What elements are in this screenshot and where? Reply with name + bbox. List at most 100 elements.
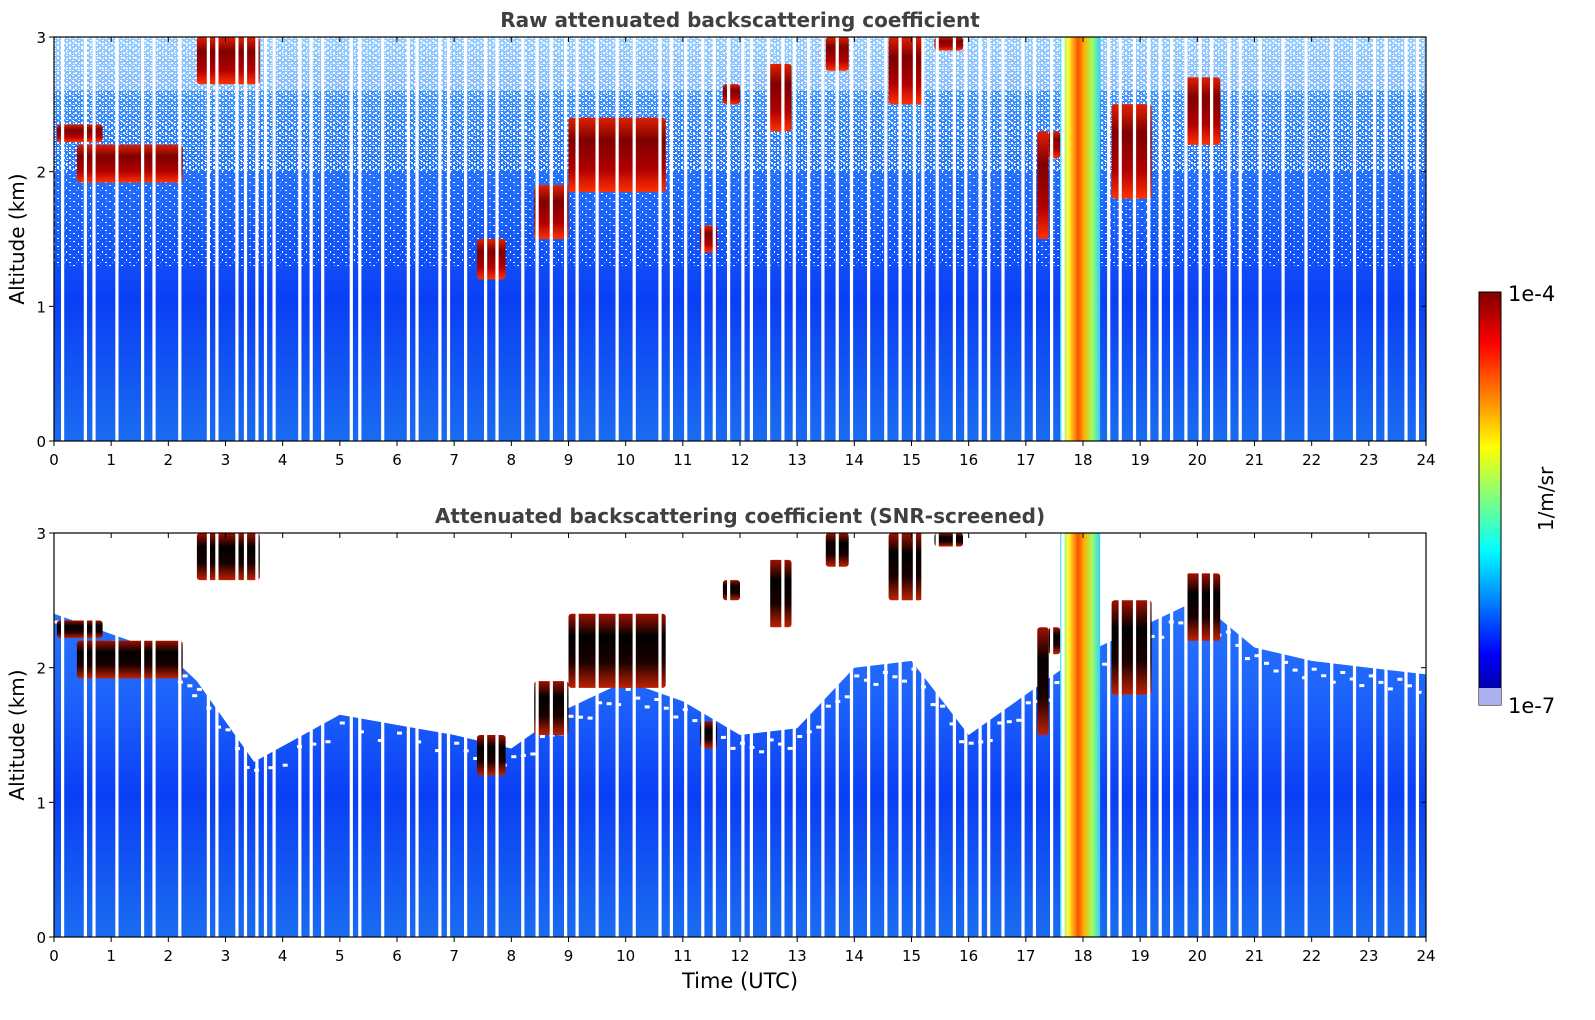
screen-edge-speckle <box>192 694 198 698</box>
screen-edge-speckle <box>1264 661 1269 665</box>
cloud-layer <box>196 37 260 85</box>
data-gap <box>1132 533 1137 937</box>
screen-edge-speckle <box>663 706 669 710</box>
data-gap <box>1258 533 1262 937</box>
data-gap <box>535 533 539 937</box>
data-gap <box>1021 37 1025 441</box>
x-tick-label: 15 <box>902 947 921 965</box>
data-gap <box>1184 37 1188 441</box>
screen-edge-speckle <box>1340 671 1346 674</box>
cloud-layer <box>768 559 792 628</box>
screen-edge-speckle <box>863 678 869 682</box>
x-tick-label: 10 <box>616 947 635 965</box>
data-gap <box>1352 533 1357 937</box>
data-gap <box>309 533 313 937</box>
data-gap <box>1170 37 1174 441</box>
data-gap <box>669 533 673 937</box>
screen-edge-speckle <box>730 746 736 750</box>
y-tick-label: 1 <box>36 298 46 316</box>
data-gap <box>935 37 939 441</box>
data-gap <box>807 533 811 937</box>
x-tick-label: 6 <box>392 947 402 965</box>
screen-edge-speckle <box>339 721 345 725</box>
screen-edge-speckle <box>1102 662 1108 666</box>
screen-edge-speckle <box>930 703 936 707</box>
data-gap <box>1304 533 1308 937</box>
x-tick-label: 0 <box>49 451 59 469</box>
data-gap <box>446 533 451 937</box>
data-gap <box>61 533 65 937</box>
y-tick-label: 0 <box>36 433 46 451</box>
data-gap <box>263 533 268 937</box>
data-gap <box>115 533 119 937</box>
data-gap <box>781 533 785 937</box>
screen-edge-speckle <box>187 684 193 688</box>
cloud-layer <box>477 735 506 776</box>
x-tick-label: 3 <box>221 947 231 965</box>
data-gap <box>1238 533 1242 937</box>
data-gap <box>1158 37 1162 441</box>
data-gap <box>115 37 119 441</box>
data-gap <box>1107 533 1111 937</box>
data-gap <box>867 37 871 441</box>
data-gap <box>178 533 182 937</box>
y-tick-label: 3 <box>36 525 46 543</box>
screen-edge-speckle <box>1397 677 1403 681</box>
cloud-layer <box>888 533 923 601</box>
x-tick-label: 3 <box>221 451 231 469</box>
data-gap <box>615 37 619 441</box>
screen-edge-speckle <box>787 746 793 750</box>
snr-screened-panel: Attenuated backscattering coefficient (S… <box>5 504 1436 993</box>
screen-edge-speckle <box>1349 677 1355 681</box>
screen-edge-speckle <box>1254 654 1260 658</box>
screen-edge-speckle <box>1273 669 1279 673</box>
x-tick-label: 2 <box>164 947 174 965</box>
screen-edge-speckle <box>397 731 402 735</box>
data-gap <box>255 533 259 937</box>
screen-edge-speckle <box>1025 701 1031 705</box>
data-gap <box>921 37 925 441</box>
data-gap <box>987 533 991 937</box>
data-gap <box>1281 533 1285 937</box>
cloud-layer <box>768 63 792 132</box>
x-tick-label: 15 <box>902 451 921 469</box>
data-gap <box>1170 533 1174 937</box>
data-gap <box>898 533 902 937</box>
data-gap <box>1415 533 1419 937</box>
data-gap <box>141 37 145 441</box>
data-gap <box>215 533 219 937</box>
screen-edge-speckle <box>1178 621 1184 625</box>
screen-edge-speckle <box>182 674 188 678</box>
screen-edge-speckle <box>825 704 831 708</box>
data-gap <box>1415 37 1419 441</box>
x-axis: 0 1 2 3 4 5 6 7 8 9 10 11 12 13 14 15 16 17 18 19 20 21 22 23 24 <box>49 37 1436 469</box>
data-gap <box>1001 533 1005 937</box>
data-gap <box>849 533 854 937</box>
x-tick-label: 1 <box>106 947 116 965</box>
data-gap <box>349 37 353 441</box>
data-gap <box>263 37 268 441</box>
x-tick-label: 13 <box>788 947 807 965</box>
data-gap <box>658 533 662 937</box>
data-gap <box>1118 37 1122 441</box>
screen-edge-speckle <box>473 757 479 760</box>
data-gap <box>272 37 276 441</box>
data-gap <box>1227 533 1231 937</box>
screen-edge-speckle <box>1283 660 1289 664</box>
data-gap <box>521 37 525 441</box>
x-tick-label: 11 <box>673 451 692 469</box>
x-tick-label: 14 <box>845 451 864 469</box>
data-gap <box>152 533 156 937</box>
screen-edge-speckle <box>759 750 765 754</box>
screen-edge-speckle <box>1149 634 1155 638</box>
screen-edge-speckle <box>1292 668 1298 672</box>
x-tick-label: 22 <box>1302 451 1321 469</box>
data-gap <box>964 533 968 937</box>
data-gap <box>867 533 871 937</box>
data-gap <box>92 37 96 441</box>
data-gap <box>178 37 182 441</box>
screen-edge-speckle <box>1054 681 1060 685</box>
x-tick-label: 12 <box>730 947 749 965</box>
x-tick-label: 4 <box>278 451 288 469</box>
data-gap <box>632 533 636 937</box>
